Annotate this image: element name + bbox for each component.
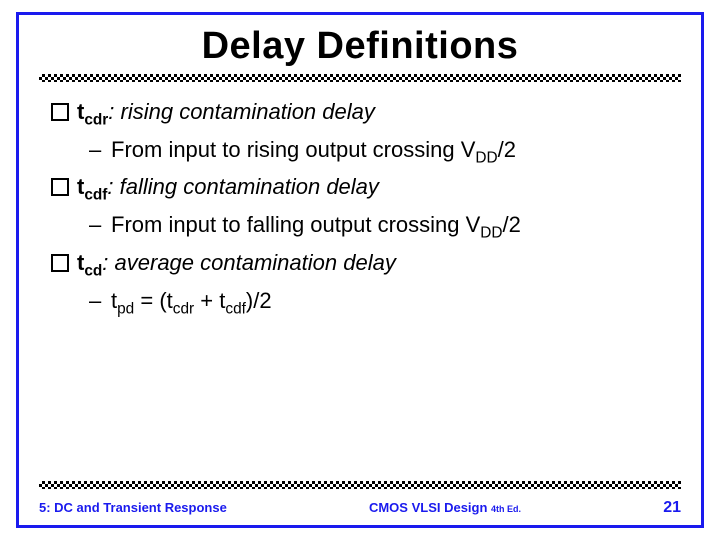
sub-post: /2 [498, 137, 516, 162]
eq-a-sub: pd [117, 300, 134, 317]
subbullet-tcdr: From input to rising output crossing VDD… [47, 134, 673, 170]
footer-divider [39, 481, 681, 489]
eq-b-sub: cdr [173, 300, 194, 317]
eq-mid2: + [194, 288, 219, 313]
slide-title: Delay Definitions [19, 15, 701, 74]
sub-text: From input to rising output crossing V [111, 137, 475, 162]
sub-post: /2 [503, 212, 521, 237]
term-desc: : rising contamination delay [108, 99, 375, 124]
term-desc: : average contamination delay [102, 250, 396, 275]
title-divider [39, 74, 681, 82]
sub-sub: DD [475, 149, 497, 166]
slide-frame: Delay Definitions tcdr: rising contamina… [16, 12, 704, 528]
footer-center-ed: 4th Ed. [491, 504, 521, 514]
footer-center-main: CMOS VLSI Design [369, 500, 491, 515]
slide-footer: 5: DC and Transient Response CMOS VLSI D… [19, 493, 701, 525]
footer-center: CMOS VLSI Design 4th Ed. [227, 500, 663, 515]
sub-sub: DD [480, 225, 502, 242]
bullet-tcdr: tcdr: rising contamination delay [47, 96, 673, 132]
eq-c-sub: cdf [225, 300, 246, 317]
bullet-tcdf: tcdf: falling contamination delay [47, 171, 673, 207]
subbullet-tcd: tpd = (tcdr + tcdf)/2 [47, 285, 673, 321]
term-sub: cdf [84, 187, 107, 204]
subbullet-tcdf: From input to falling output crossing VD… [47, 209, 673, 245]
term-desc: : falling contamination delay [107, 174, 379, 199]
term-sub: cd [84, 262, 102, 279]
term-sub: cdr [84, 111, 108, 128]
sub-text: From input to falling output crossing V [111, 212, 480, 237]
footer-left: 5: DC and Transient Response [39, 500, 227, 515]
bullet-tcd: tcd: average contamination delay [47, 247, 673, 283]
eq-mid1: = ( [134, 288, 166, 313]
eq-post: )/2 [246, 288, 272, 313]
footer-page: 21 [663, 499, 681, 517]
slide-content: tcdr: rising contamination delay From in… [19, 96, 701, 481]
